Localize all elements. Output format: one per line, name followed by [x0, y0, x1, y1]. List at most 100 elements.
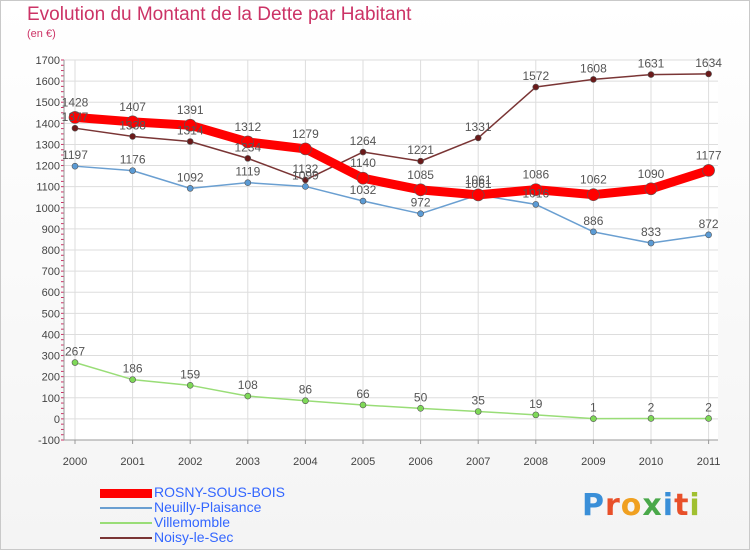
- data-point: [414, 183, 427, 197]
- y-tick-label: 700: [42, 266, 60, 278]
- y-tick-label: 200: [42, 372, 60, 384]
- data-point: [129, 167, 136, 174]
- data-point: [129, 133, 136, 140]
- data-label: 86: [299, 383, 313, 397]
- series-line-neuilly-plaisance: [74, 165, 710, 244]
- data-label: 267: [65, 345, 85, 359]
- data-label: 50: [414, 390, 428, 404]
- data-point: [186, 138, 194, 145]
- x-tick-label: 2010: [639, 456, 663, 468]
- data-point: [244, 392, 252, 400]
- data-label: 1264: [350, 134, 377, 148]
- data-label: 1062: [580, 173, 607, 187]
- data-point: [705, 231, 712, 239]
- y-tick-label: 1500: [36, 97, 60, 109]
- data-point: [647, 239, 655, 247]
- x-tick-label: 2009: [581, 456, 605, 468]
- data-point: [532, 201, 540, 208]
- x-tick-label: 2003: [236, 456, 260, 468]
- data-label: 1608: [580, 61, 607, 75]
- legend-label: ROSNY-SOUS-BOIS: [154, 484, 285, 500]
- data-point: [590, 76, 597, 83]
- data-point: [471, 188, 485, 202]
- data-label: 833: [641, 225, 661, 239]
- x-tick-label: 2007: [466, 456, 490, 468]
- y-tick-label: 1200: [36, 161, 60, 173]
- data-point: [705, 415, 712, 422]
- x-tick-label: 2001: [120, 456, 144, 468]
- data-label: 1391: [177, 103, 204, 117]
- data-point: [417, 405, 424, 412]
- proxiti-logo: Proxiti: [582, 488, 701, 523]
- data-point: [129, 376, 136, 383]
- data-label: 1279: [292, 127, 319, 141]
- data-point: [183, 118, 197, 132]
- data-label: 1221: [407, 143, 434, 157]
- y-tick-label: 900: [42, 224, 60, 236]
- data-point: [532, 411, 540, 419]
- data-label: 1016: [522, 186, 549, 200]
- x-tick-label: 2008: [524, 456, 548, 468]
- data-label: 1312: [234, 120, 261, 134]
- data-label: 1085: [407, 168, 434, 182]
- data-point: [702, 164, 715, 177]
- y-tick-label: 600: [42, 287, 60, 299]
- data-label: 35: [472, 394, 486, 408]
- data-point: [359, 401, 367, 409]
- legend-swatch: [100, 488, 152, 498]
- chart-title: Evolution du Montant de la Dette par Hab…: [27, 4, 412, 25]
- data-label: 66: [356, 387, 370, 401]
- x-tick-label: 2000: [63, 456, 87, 468]
- data-label: 872: [699, 217, 719, 231]
- data-point: [474, 134, 482, 142]
- y-tick-label: 500: [42, 308, 60, 320]
- y-tick-label: -100: [38, 435, 60, 447]
- data-label: 1090: [638, 167, 665, 181]
- logo-letter: i: [689, 488, 701, 523]
- x-tick-label: 2011: [697, 456, 721, 468]
- series-line-noisy-le-sec: [74, 73, 710, 181]
- y-tick-label: 800: [42, 245, 60, 257]
- logo-letter: o: [620, 488, 643, 523]
- data-point: [71, 124, 79, 132]
- data-label: 1061: [465, 177, 492, 191]
- logo-letter: x: [642, 488, 663, 523]
- data-label: 1377: [62, 110, 89, 124]
- data-label: 1234: [234, 140, 261, 154]
- data-label: 1092: [177, 170, 204, 184]
- data-label: 108: [238, 378, 258, 392]
- data-point: [186, 382, 194, 389]
- data-label: 1572: [522, 69, 549, 83]
- data-point: [244, 179, 252, 186]
- data-label: 2: [705, 400, 712, 414]
- data-label: 1177: [696, 148, 722, 162]
- logo-letter: r: [605, 488, 621, 523]
- data-point: [647, 71, 655, 78]
- data-label: 1331: [465, 120, 492, 134]
- data-point: [126, 115, 139, 129]
- data-label: 886: [583, 214, 603, 228]
- data-label: 1: [590, 401, 597, 415]
- y-tick-label: 1100: [36, 182, 60, 194]
- data-label: 186: [123, 362, 143, 376]
- data-point: [71, 359, 79, 366]
- data-point: [186, 185, 194, 192]
- legend-label: Villemomble: [154, 514, 230, 530]
- chart-subtitle: (en €): [27, 28, 56, 40]
- y-tick-label: 300: [42, 351, 60, 363]
- data-point: [302, 397, 309, 405]
- data-point: [359, 148, 367, 156]
- data-point: [532, 83, 540, 91]
- y-tick-label: 1600: [36, 76, 60, 88]
- y-tick-label: 1000: [36, 203, 60, 215]
- logo-letter: P: [582, 488, 605, 523]
- data-point: [359, 197, 367, 205]
- logo-letter: i: [662, 488, 675, 523]
- data-point: [356, 171, 370, 185]
- data-point: [302, 183, 309, 190]
- data-point: [644, 182, 658, 196]
- data-point: [587, 188, 600, 201]
- data-point: [68, 111, 82, 124]
- data-label: 19: [529, 397, 543, 411]
- data-label: 1140: [350, 156, 376, 170]
